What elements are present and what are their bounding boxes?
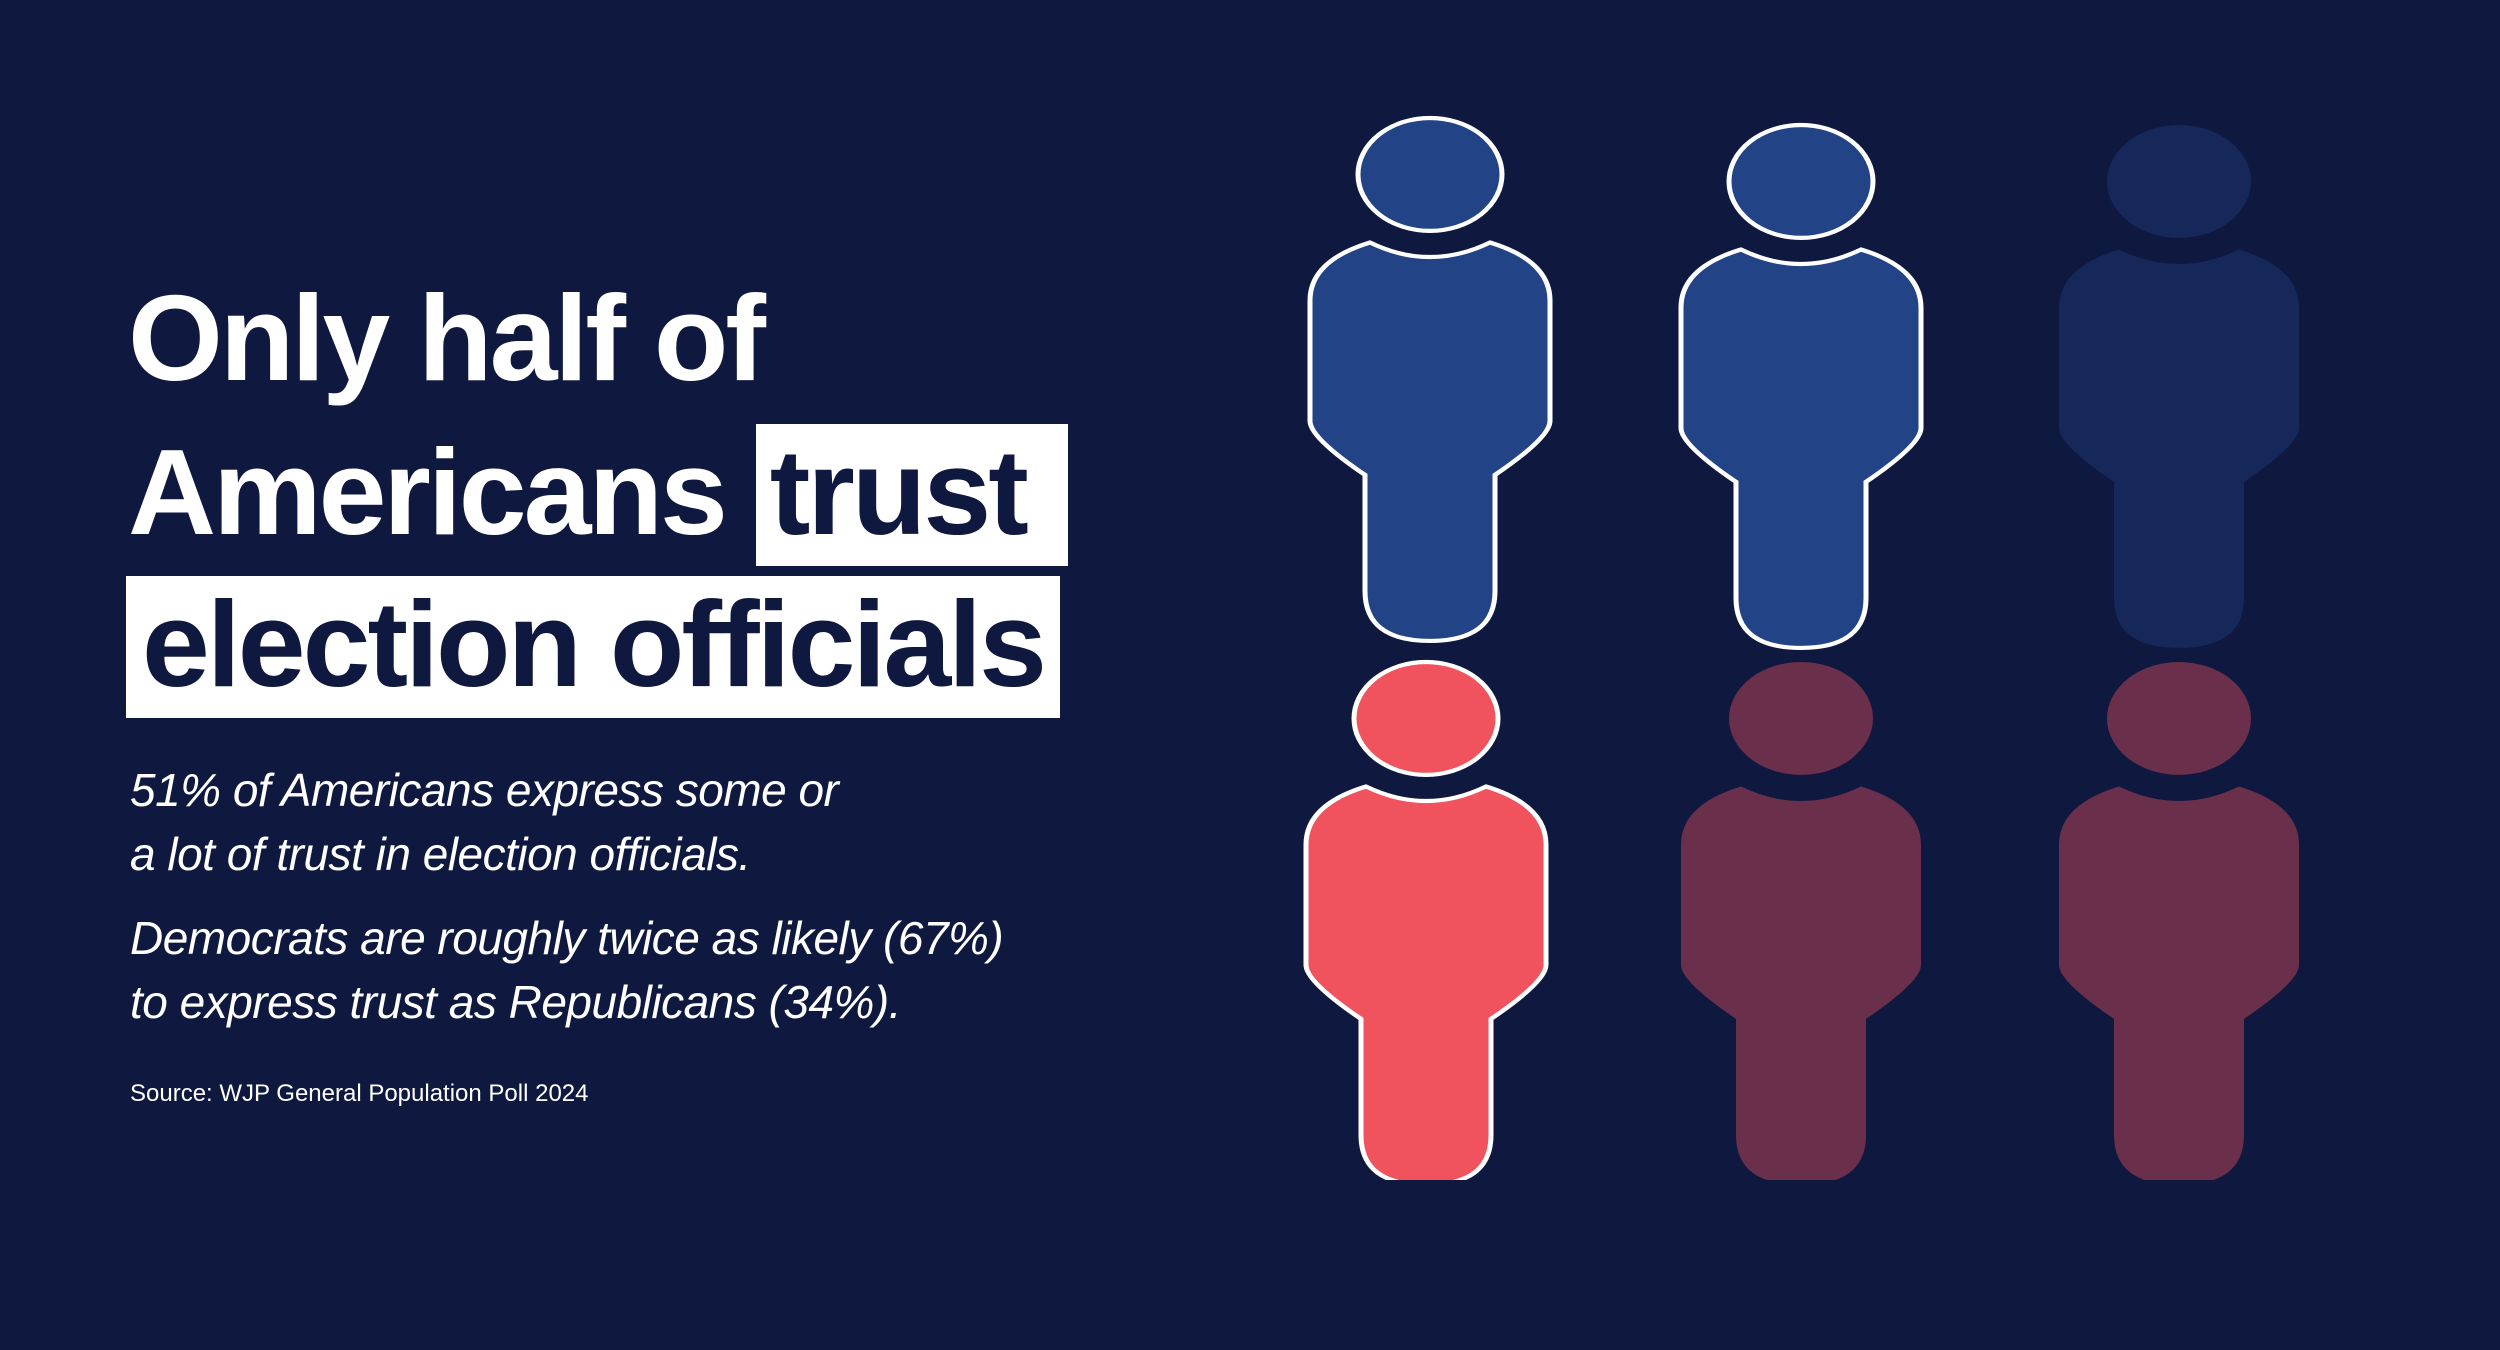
body-text: 51% of Americans express some or a lot o… (130, 758, 1004, 1054)
headline-americans: Americans (128, 424, 728, 560)
person-icon (1681, 125, 1921, 648)
headline-line-1: Only half of (128, 270, 766, 406)
person-icon (2059, 662, 2299, 1185)
paragraph-partisan-line-1: Democrats are roughly twice as likely (6… (130, 912, 1004, 964)
pictogram-grid (1290, 110, 2330, 1180)
headline-highlight-trust: trust (755, 424, 1068, 566)
paragraph-overall: 51% of Americans express some or a lot o… (130, 758, 1003, 886)
paragraph-partisan-line-2: to express trust as Republicans (34%). (130, 976, 902, 1028)
paragraph-partisan: Democrats are roughly twice as likely (6… (130, 906, 1004, 1034)
paragraph-overall-line-1: 51% of Americans express some or (130, 764, 839, 816)
person-icon (2059, 125, 2299, 648)
headline-line-3: election officials (126, 568, 1068, 720)
person-icon (1681, 662, 1921, 1185)
person-icon (1310, 118, 1550, 641)
paragraph-overall-line-2: a lot of trust in election officials. (130, 828, 751, 880)
headline-highlight-election-officials: election officials (126, 576, 1060, 718)
pictogram-svg (1290, 110, 2299, 1185)
source-note: Source: WJP General Population Poll 2024 (130, 1080, 589, 1107)
headline-line-2: Americans trust (128, 416, 1068, 568)
headline: Only half of Americans trust election of… (126, 262, 1068, 720)
person-icon (1306, 662, 1546, 1180)
